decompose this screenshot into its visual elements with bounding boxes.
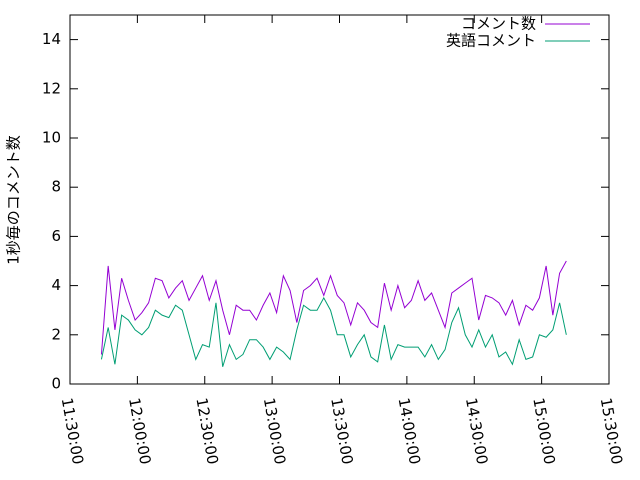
plot-border: [69, 14, 610, 385]
x-tick-label: 15:00:00: [529, 396, 558, 465]
x-tick-label: 15:30:00: [597, 396, 626, 465]
x-tick-label: 12:00:00: [125, 396, 154, 465]
x-tick-label: 13:00:00: [260, 396, 289, 465]
legend-label: コメント数: [461, 15, 536, 33]
y-tick-label: 6: [51, 227, 61, 245]
x-tick-label: 12:30:00: [192, 396, 221, 465]
x-tick-label: 14:00:00: [395, 396, 424, 465]
x-tick-label: 13:30:00: [327, 396, 356, 465]
x-tick-label: 11:30:00: [58, 396, 87, 465]
series-line: [100, 260, 567, 355]
y-tick-label: 10: [42, 129, 61, 147]
x-tick-label: 14:30:00: [462, 396, 491, 465]
y-tick-label: 8: [51, 178, 61, 196]
y-tick-label: 2: [51, 325, 61, 343]
y-axis-label: 1秒毎のコメント数: [5, 135, 23, 265]
y-tick-label: 12: [42, 79, 61, 97]
series-line: [100, 296, 567, 367]
legend-label: 英語コメント: [446, 32, 536, 50]
y-tick-label: 4: [51, 276, 61, 294]
y-tick-label: 14: [42, 30, 61, 48]
y-tick-label: 0: [51, 375, 61, 393]
